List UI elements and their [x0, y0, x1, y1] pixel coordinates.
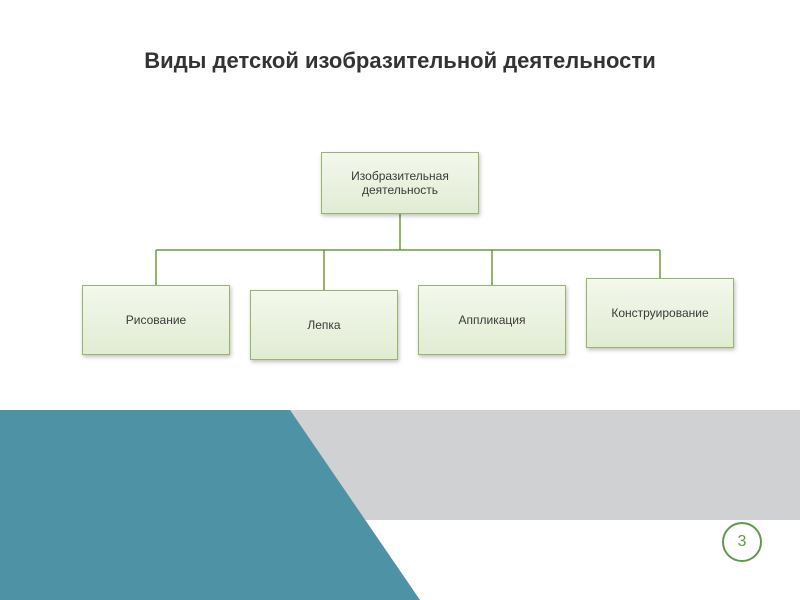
tree-child-label: Рисование — [126, 313, 186, 327]
tree-child-node: Рисование — [82, 285, 230, 355]
gray-band — [0, 410, 800, 520]
slide: Виды детской изобразительной деятельност… — [0, 0, 800, 600]
tree-root-node: Изобразительная деятельность — [321, 152, 479, 214]
tree-root-label: Изобразительная деятельность — [330, 169, 470, 198]
tree-child-node: Конструирование — [586, 278, 734, 348]
tree-child-node: Лепка — [250, 290, 398, 360]
page-number-badge: 3 — [722, 522, 762, 562]
tree-child-node: Аппликация — [418, 285, 566, 355]
page-number-value: 3 — [738, 533, 747, 551]
tree-child-label: Аппликация — [459, 313, 526, 327]
page-title: Виды детской изобразительной деятельност… — [0, 48, 800, 74]
tree-child-label: Конструирование — [611, 306, 708, 320]
tree-child-label: Лепка — [307, 318, 340, 332]
